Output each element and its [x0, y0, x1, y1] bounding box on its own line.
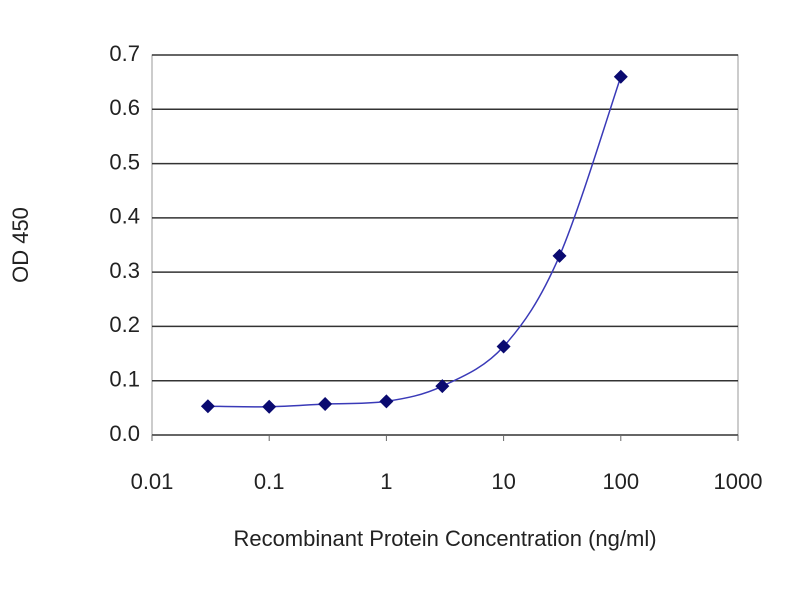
x-tick-label: 1: [380, 469, 392, 494]
y-tick-label: 0.1: [109, 367, 140, 392]
data-point: [262, 399, 277, 414]
y-tick-label: 0.6: [109, 95, 140, 120]
data-point: [435, 379, 450, 394]
data-point: [379, 394, 394, 409]
y-tick-label: 0.0: [109, 421, 140, 446]
y-axis-label: OD 450: [8, 207, 33, 283]
y-tick-label: 0.3: [109, 258, 140, 283]
y-tick-label: 0.2: [109, 312, 140, 337]
data-point: [200, 399, 215, 414]
x-axis-label: Recombinant Protein Concentration (ng/ml…: [233, 526, 656, 551]
x-tick-label: 10: [491, 469, 515, 494]
y-tick-label: 0.7: [109, 41, 140, 66]
y-tick-label: 0.4: [109, 204, 140, 229]
x-tick-label: 0.1: [254, 469, 285, 494]
plot-area: [151, 54, 739, 436]
x-tick-label: 1000: [714, 469, 763, 494]
data-point: [318, 397, 333, 412]
data-point: [552, 248, 567, 263]
x-tick-label: 100: [602, 469, 639, 494]
data-point: [496, 339, 511, 354]
data-point: [613, 69, 628, 84]
x-tick-label: 0.01: [131, 469, 174, 494]
y-tick-label: 0.5: [109, 149, 140, 174]
